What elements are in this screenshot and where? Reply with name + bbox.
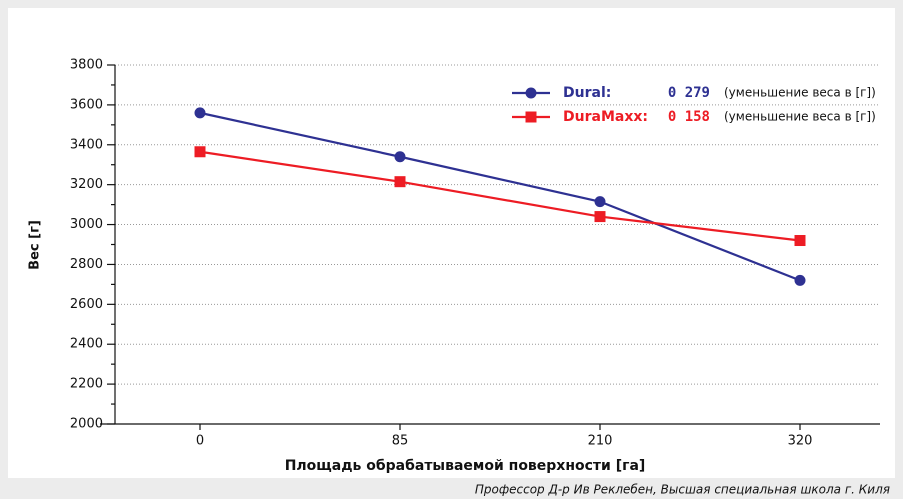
y-tick-label: 2000 [70,417,103,432]
y-tick-label: 3600 [70,97,103,112]
point [594,211,606,223]
x-tick-label: 0 [196,434,204,449]
x-tick-label: 85 [392,434,409,449]
legend-value: 0 158 [668,109,710,125]
y-tick-label: 3400 [70,137,103,152]
y-tick-label: 2800 [70,257,103,272]
y-tick-label: 3800 [70,58,103,73]
legend-note: (уменьшение веса в [г]) [724,110,876,124]
x-tick-label: 320 [788,434,813,449]
y-tick-label: 2200 [70,377,103,392]
legend-label: Dural: [563,85,611,101]
point [394,176,406,188]
y-tick-label: 3200 [70,177,103,192]
legend-note: (уменьшение веса в [г]) [724,86,876,100]
legend-label: DuraMaxx: [563,109,648,125]
legend-marker [525,111,537,123]
x-axis-label: Площадь обрабатываемой поверхности [га] [285,458,646,474]
point [794,235,806,247]
point [794,274,806,286]
legend-marker [525,87,537,99]
line [199,150,801,242]
footer: Профессор Д-р Ив Реклебен, Высшая специа… [475,483,890,497]
y-tick-label: 2400 [70,337,103,352]
point [194,107,206,119]
legend-value: 0 279 [668,85,710,101]
y-axis-label: Вес [г] [28,220,43,270]
x-tick-label: 210 [588,434,613,449]
point [194,146,206,158]
chart-panel [8,8,895,478]
line [199,111,801,282]
point [394,151,406,163]
y-tick-label: 2600 [70,297,103,312]
y-tick-label: 3000 [70,217,103,232]
point [594,196,606,208]
